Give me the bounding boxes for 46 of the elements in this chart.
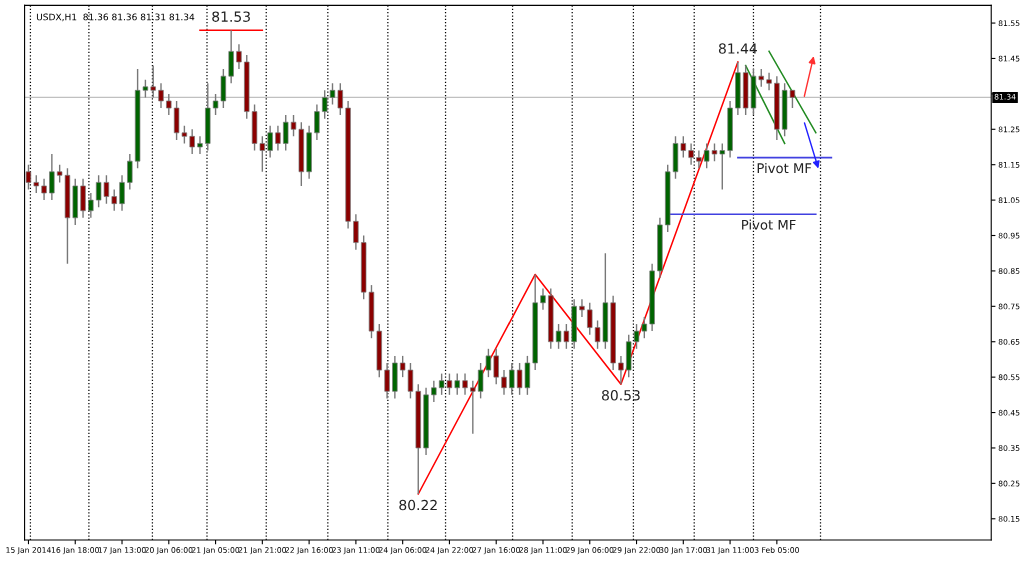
candlestick <box>353 213 359 251</box>
candlestick <box>454 372 460 396</box>
candlestick <box>189 128 195 155</box>
candlestick <box>88 192 94 219</box>
candlestick <box>267 125 273 159</box>
series-label: Pivot MF <box>757 162 812 174</box>
annotation: 81.53 <box>212 11 250 22</box>
candlestick <box>587 302 593 336</box>
candlestick <box>431 379 437 403</box>
line-series <box>417 61 739 495</box>
candlestick <box>493 348 499 385</box>
candlestick <box>166 93 172 116</box>
candlestick <box>236 43 242 70</box>
candlestick <box>540 287 546 311</box>
candlestick <box>275 125 281 152</box>
candlestick <box>322 89 328 120</box>
candlestick <box>719 142 725 191</box>
candlestick <box>49 153 55 201</box>
annotation: 80.53 <box>602 390 640 401</box>
candlestick <box>119 174 125 212</box>
text: USDX,H1 81.36 81.36 81.31 81.34 <box>36 13 195 22</box>
candlestick <box>470 379 476 435</box>
candlestick <box>509 362 515 396</box>
annotation: 80.22 <box>399 499 437 511</box>
candlestick <box>150 64 156 99</box>
annotation: 81.44 <box>718 43 757 54</box>
candlestick <box>337 82 343 116</box>
candlestick <box>197 135 203 155</box>
candlestick <box>111 188 117 212</box>
candlestick <box>680 135 686 159</box>
candlestick <box>127 153 133 191</box>
candlestick <box>158 82 164 109</box>
candlestick <box>41 178 47 201</box>
candlestick <box>618 355 624 385</box>
candlestick <box>579 298 585 318</box>
candlestick <box>25 163 32 191</box>
candlestick <box>501 369 507 396</box>
candlestick <box>766 71 772 92</box>
candlestick <box>462 372 468 396</box>
candlestick <box>688 142 694 166</box>
candlestick <box>696 149 702 169</box>
candlestick <box>283 114 289 152</box>
series-label: Pivot MF <box>742 219 796 230</box>
candlestick <box>384 362 390 400</box>
candlestick <box>329 82 336 106</box>
candlestick <box>314 103 320 141</box>
